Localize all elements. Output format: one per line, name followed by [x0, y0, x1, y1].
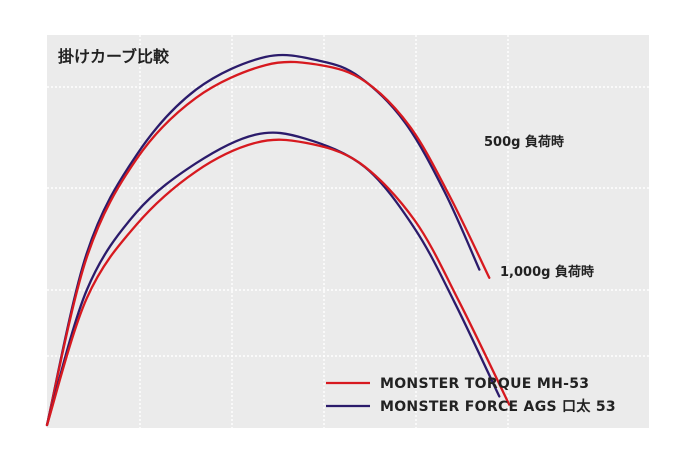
curve-label-500g: 500g 負荷時: [484, 134, 564, 150]
curve-label-1000g: 1,000g 負荷時: [500, 264, 594, 280]
plot-area: [47, 35, 649, 428]
legend-label-force: MONSTER FORCE AGS 口太 53: [380, 398, 616, 415]
chart-title: 掛けカーブ比較: [58, 47, 170, 66]
legend-label-torque: MONSTER TORQUE MH-53: [380, 376, 589, 392]
legend: MONSTER TORQUE MH-53 MONSTER FORCE AGS 口…: [326, 376, 616, 415]
series-line-torque-500g: [45, 60, 491, 427]
series-line-force-500g: [45, 53, 481, 427]
series-line-force-1000g: [45, 131, 501, 427]
series-line-torque-1000g: [45, 138, 511, 427]
series-layer: [45, 53, 511, 427]
